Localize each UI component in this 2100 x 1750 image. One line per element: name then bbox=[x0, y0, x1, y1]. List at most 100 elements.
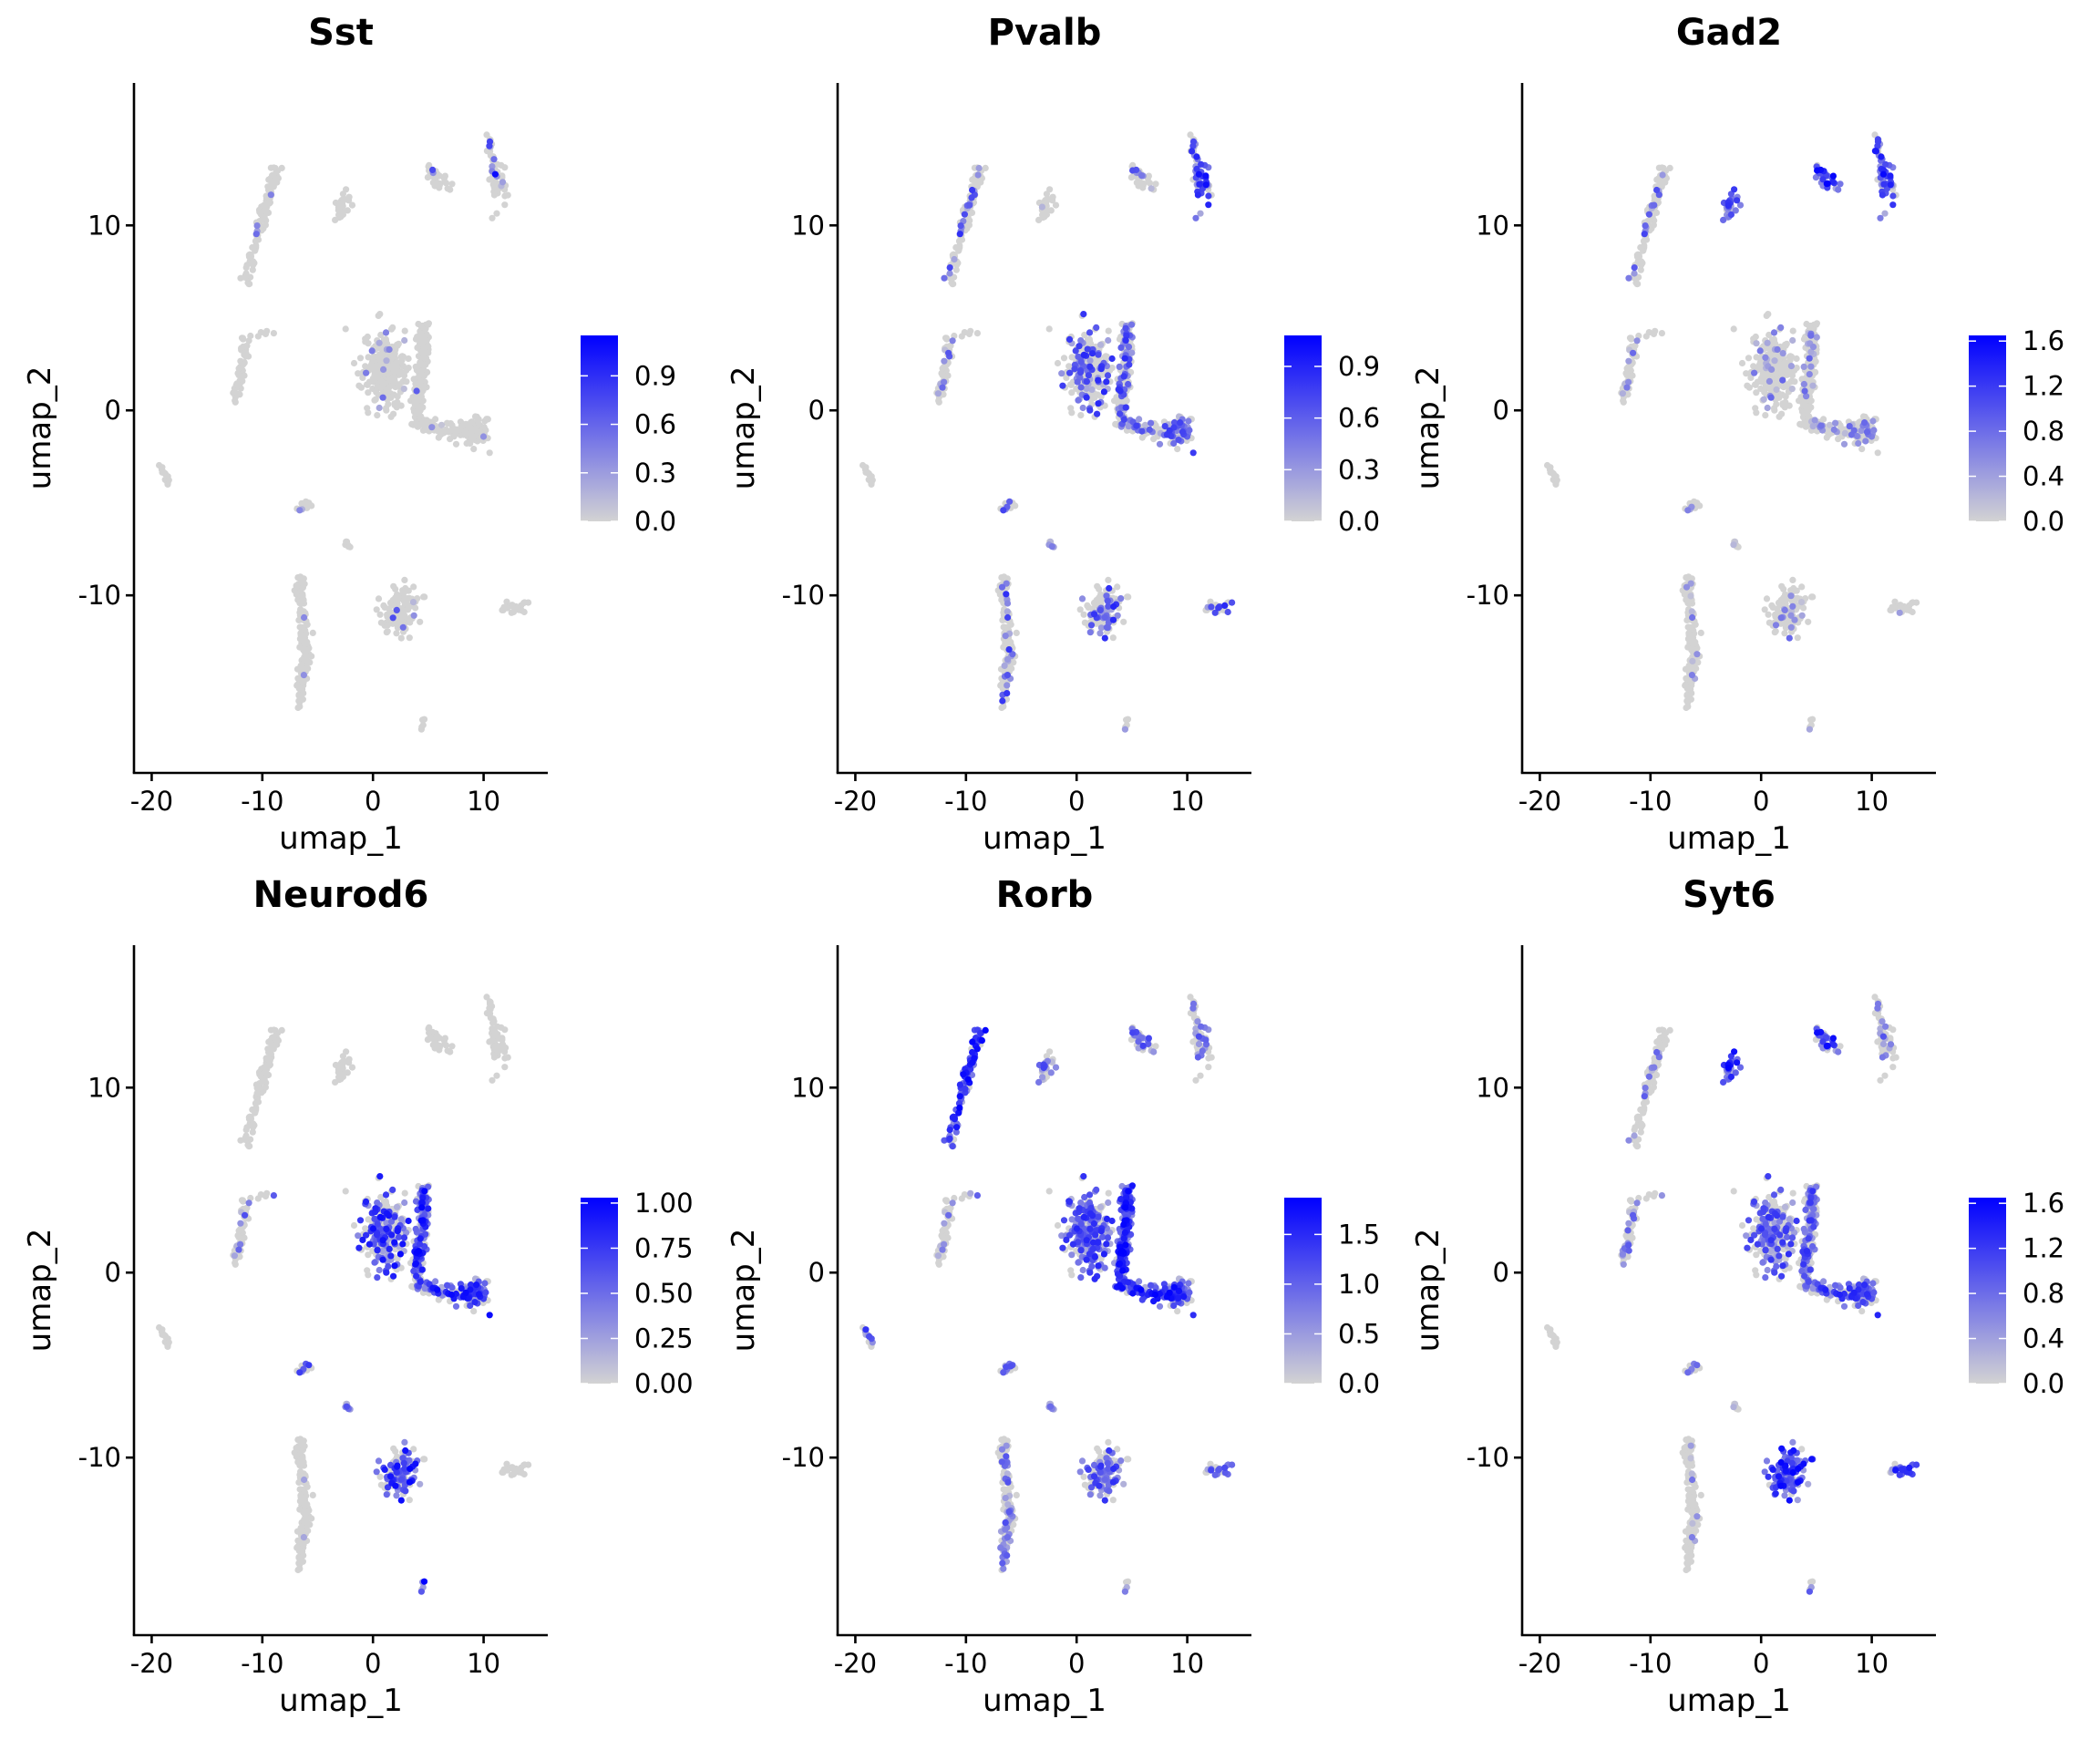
cell-point bbox=[1788, 386, 1796, 393]
cell-point bbox=[495, 1047, 502, 1055]
cell-point bbox=[489, 1015, 497, 1023]
cell-point bbox=[1809, 344, 1817, 351]
cell-point bbox=[1786, 634, 1793, 642]
cell-point bbox=[1048, 543, 1055, 551]
cell-point bbox=[482, 1289, 489, 1296]
cell-point bbox=[299, 1558, 306, 1565]
cell-point bbox=[429, 166, 437, 173]
cell-point bbox=[1004, 655, 1012, 664]
panel-title: Gad2 bbox=[1676, 12, 1782, 54]
cell-point bbox=[500, 603, 508, 611]
cell-point bbox=[429, 1041, 437, 1048]
cell-point bbox=[302, 1508, 309, 1516]
cell-point bbox=[1195, 170, 1202, 178]
cell-point bbox=[1781, 630, 1788, 637]
cell-point bbox=[399, 589, 407, 597]
cell-point bbox=[479, 433, 488, 440]
cell-point bbox=[501, 164, 509, 171]
cell-point bbox=[393, 1492, 400, 1499]
cell-point bbox=[1770, 405, 1778, 412]
cell-point bbox=[247, 252, 254, 259]
cell-point bbox=[1122, 336, 1129, 344]
cell-point bbox=[1809, 423, 1817, 430]
cell-point bbox=[1817, 422, 1825, 429]
cell-point bbox=[242, 1136, 249, 1143]
cell-point bbox=[1877, 214, 1884, 221]
cell-point bbox=[481, 1280, 489, 1287]
x-tick-label: -20 bbox=[1518, 786, 1561, 817]
cell-point bbox=[383, 629, 390, 636]
cell-point bbox=[403, 378, 410, 386]
cell-point bbox=[1642, 222, 1649, 230]
cell-point bbox=[1080, 611, 1087, 618]
cell-point bbox=[343, 538, 350, 545]
cell-point bbox=[1052, 201, 1060, 209]
y-axis-label: umap_2 bbox=[22, 366, 58, 490]
cell-point bbox=[1085, 603, 1092, 612]
panel-title: Pvalb bbox=[988, 12, 1102, 54]
cell-point bbox=[249, 266, 256, 273]
cell-point bbox=[1750, 363, 1757, 370]
cell-point bbox=[1787, 592, 1795, 600]
colorbar-tick-label: 0.4 bbox=[2023, 461, 2064, 492]
cell-point bbox=[1684, 703, 1692, 710]
cell-point bbox=[1075, 396, 1082, 404]
cell-point bbox=[342, 325, 349, 333]
cell-point bbox=[376, 339, 383, 346]
cell-point bbox=[1096, 341, 1105, 348]
cell-point bbox=[409, 599, 417, 606]
colorbar-tick-label: 1.2 bbox=[2023, 371, 2064, 402]
cell-point bbox=[1805, 403, 1812, 410]
cell-point bbox=[1133, 422, 1140, 429]
cell-point bbox=[256, 209, 263, 216]
cell-point bbox=[1783, 340, 1790, 347]
cell-point bbox=[387, 413, 395, 420]
cell-point bbox=[1189, 148, 1196, 155]
cell-point bbox=[969, 186, 976, 194]
cell-point bbox=[1841, 429, 1848, 437]
cell-point bbox=[1724, 201, 1732, 210]
cell-point bbox=[1768, 365, 1776, 373]
cell-point bbox=[1731, 186, 1738, 193]
cell-point bbox=[350, 1221, 358, 1230]
cell-point bbox=[1081, 619, 1088, 626]
cell-point bbox=[1060, 355, 1068, 362]
cell-point bbox=[235, 1246, 242, 1253]
cell-point bbox=[1086, 629, 1094, 636]
cell-point bbox=[264, 209, 273, 216]
cell-point bbox=[483, 131, 490, 139]
panel-pvalb: Pvalb-20 -10 0 10-10010umap_1umap_20.00.30.… bbox=[726, 12, 1380, 857]
cell-point bbox=[1189, 449, 1197, 457]
cell-point bbox=[1771, 357, 1778, 365]
cell-point bbox=[232, 397, 239, 405]
panel-gad2: Gad2-20 -10 0 10-10010umap_1umap_20.00.40.8… bbox=[1410, 12, 2064, 857]
colorbar-tick-label: 0.9 bbox=[1338, 351, 1380, 382]
cell-point bbox=[1194, 191, 1201, 199]
cell-point bbox=[1215, 604, 1222, 612]
cell-point bbox=[974, 171, 982, 179]
cell-point bbox=[1789, 602, 1796, 610]
cell-point bbox=[512, 1467, 520, 1475]
cell-point bbox=[397, 368, 405, 376]
cell-point bbox=[296, 1565, 304, 1572]
cell-point bbox=[1774, 345, 1781, 354]
cell-point bbox=[397, 613, 405, 621]
cell-point bbox=[1734, 197, 1741, 204]
cell-point bbox=[270, 330, 277, 337]
cell-point bbox=[973, 330, 981, 337]
cell-point bbox=[412, 1225, 419, 1232]
cell-point bbox=[412, 335, 420, 343]
cell-point bbox=[296, 703, 304, 710]
cell-point bbox=[301, 1476, 308, 1484]
cell-point bbox=[1004, 608, 1011, 615]
cell-point bbox=[1068, 409, 1076, 417]
cell-point bbox=[1117, 344, 1125, 351]
cell-point bbox=[419, 332, 427, 339]
cell-point bbox=[397, 1476, 405, 1483]
cell-point bbox=[297, 1460, 304, 1467]
cell-point bbox=[462, 430, 469, 438]
cell-point bbox=[1136, 416, 1143, 423]
cell-point bbox=[448, 427, 455, 434]
cell-point bbox=[1138, 172, 1146, 180]
cell-point bbox=[949, 337, 956, 345]
